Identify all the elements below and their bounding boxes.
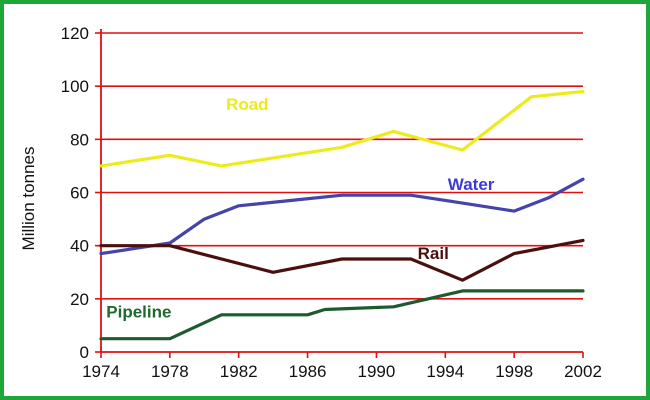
- grid: [101, 32, 583, 300]
- x-tick-label: 1978: [151, 362, 189, 381]
- y-tick-label: 0: [80, 343, 89, 362]
- x-tick-label: 1982: [220, 362, 258, 381]
- x-tick-label: 1990: [358, 362, 396, 381]
- y-axis-label: Million tonnes: [19, 147, 38, 251]
- x-tick-label: 2002: [564, 362, 602, 381]
- series-labels: Road Water Rail Pipeline: [106, 95, 495, 321]
- series: [99, 89, 585, 341]
- x-tick-label: 1986: [289, 362, 327, 381]
- series-label-pipeline: Pipeline: [106, 302, 171, 321]
- series-line-water: [99, 177, 585, 256]
- x-tick-label: 1974: [82, 362, 120, 381]
- y-tick-labels: 0 20 40 60 80 100 120: [61, 24, 89, 362]
- y-tick-label: 120: [61, 24, 89, 43]
- series-line-rail: [99, 238, 585, 282]
- series-label-water: Water: [448, 175, 495, 194]
- x-tick-labels: 1974 1978 1982 1986 1990 1994 1998 2002: [82, 362, 602, 381]
- y-tick-label: 60: [70, 184, 89, 203]
- y-tick-label: 20: [70, 290, 89, 309]
- axes: [95, 29, 584, 358]
- series-line-road: [99, 89, 585, 168]
- y-tick-label: 40: [70, 237, 89, 256]
- y-tick-label: 100: [61, 77, 89, 96]
- y-tick-label: 80: [70, 130, 89, 149]
- x-tick-label: 1998: [495, 362, 533, 381]
- series-line-pipeline: [99, 289, 585, 341]
- series-label-rail: Rail: [418, 244, 449, 263]
- x-tick-label: 1994: [426, 362, 464, 381]
- series-label-road: Road: [226, 95, 269, 114]
